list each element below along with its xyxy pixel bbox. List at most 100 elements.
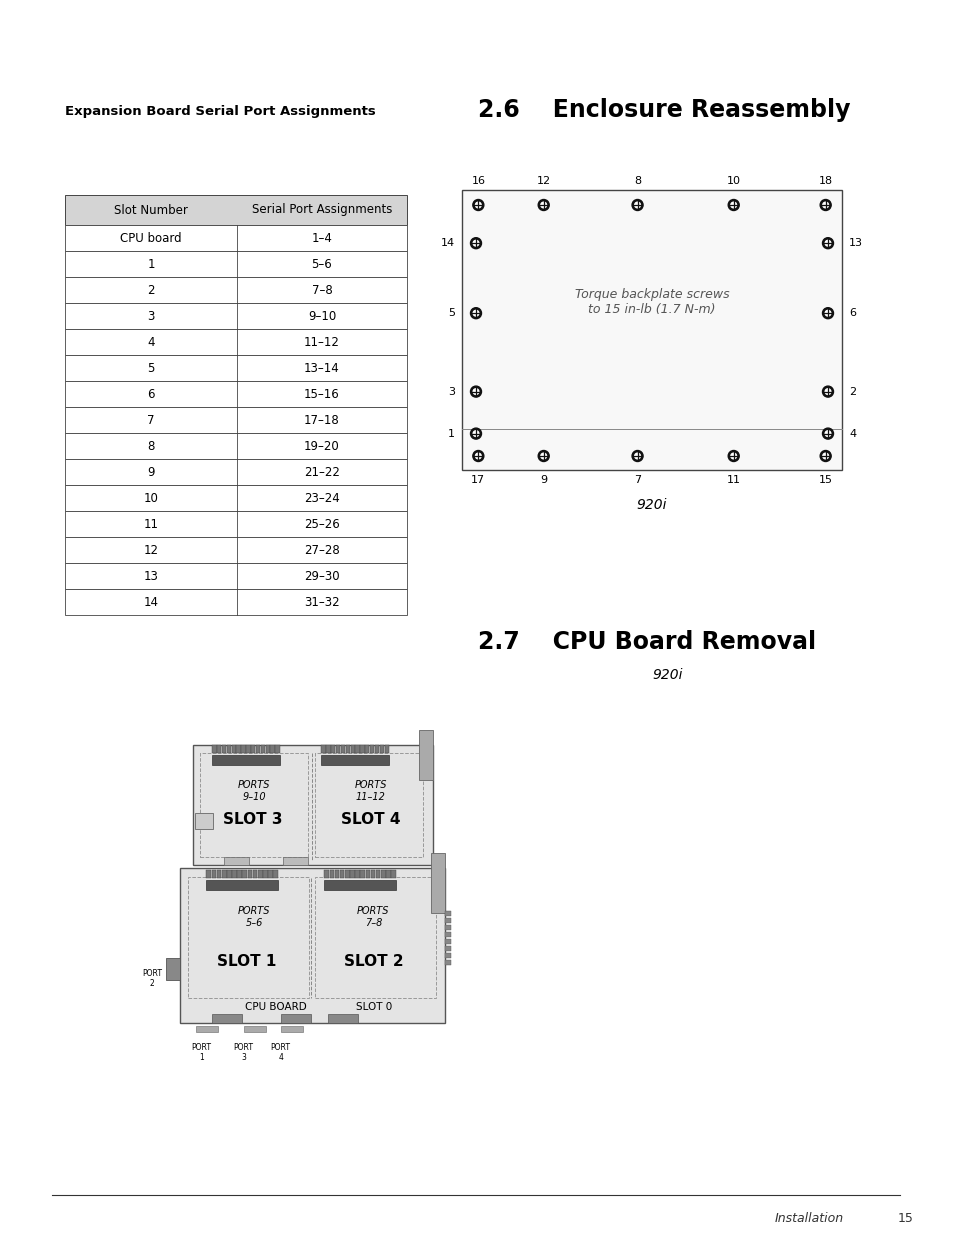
Circle shape [820,200,830,210]
Bar [65,408,407,433]
Text: 1: 1 [448,429,455,438]
Text: 2: 2 [848,387,855,396]
Circle shape [470,237,481,248]
Text: 9: 9 [539,475,547,485]
Text: 6: 6 [147,388,154,400]
Bar [222,869,226,878]
Bar [315,753,423,857]
Bar [444,918,451,923]
Circle shape [634,203,639,207]
Text: 5: 5 [147,362,154,374]
Bar [431,853,444,913]
Circle shape [821,429,833,440]
Bar [180,868,444,1023]
Text: 1: 1 [147,258,154,270]
Bar [326,745,331,753]
Text: 7: 7 [147,414,154,426]
Text: 4: 4 [147,336,154,348]
Bar [65,589,407,615]
Bar [340,745,345,753]
Bar [283,857,308,864]
Circle shape [824,310,830,316]
Bar [365,869,370,878]
Circle shape [473,389,478,394]
Bar [321,755,389,764]
Text: Expansion Board Serial Port Assignments: Expansion Board Serial Port Assignments [65,105,375,119]
Bar [380,869,385,878]
Bar [274,869,277,878]
Bar [375,745,378,753]
Bar [444,953,451,958]
Bar [251,745,255,753]
Bar [314,877,436,998]
Text: Torque backplate screws
to 15 in-lb (1.7 N-m): Torque backplate screws to 15 in-lb (1.7… [574,288,728,316]
Bar [444,925,451,930]
Circle shape [473,431,478,436]
Text: 27–28: 27–28 [304,543,339,557]
Text: 17–18: 17–18 [304,414,339,426]
Circle shape [475,203,480,207]
Text: 920i: 920i [636,498,666,513]
Bar [65,354,407,382]
Text: 9–10: 9–10 [308,310,335,322]
Bar [195,1026,217,1032]
Text: 6: 6 [848,309,855,319]
Text: 13–14: 13–14 [304,362,339,374]
Text: 13: 13 [848,238,862,248]
Circle shape [473,241,478,246]
Bar [255,745,260,753]
Text: 18: 18 [818,177,832,186]
Text: 3: 3 [147,310,154,322]
Bar [345,745,350,753]
Circle shape [820,451,830,462]
Text: 5: 5 [448,309,455,319]
Text: 23–24: 23–24 [304,492,339,505]
Bar [65,537,407,563]
Text: 5–6: 5–6 [312,258,332,270]
Circle shape [540,453,546,459]
Bar [444,946,451,951]
Text: 7–8: 7–8 [312,284,332,296]
Bar [371,869,375,878]
Bar [335,745,340,753]
Bar [193,745,433,864]
Text: 3: 3 [448,387,455,396]
Bar [461,190,841,471]
Text: 920i: 920i [652,668,682,682]
Bar [355,869,359,878]
Text: 14: 14 [143,595,158,609]
Bar [345,869,349,878]
Bar [248,869,252,878]
Bar [206,881,278,890]
Circle shape [727,200,739,210]
Text: 25–26: 25–26 [304,517,339,531]
Bar [321,745,325,753]
Text: 10: 10 [726,177,740,186]
Text: CPU board: CPU board [120,231,182,245]
Bar [386,869,391,878]
Bar [65,485,407,511]
Text: 4: 4 [848,429,855,438]
Text: 11: 11 [143,517,158,531]
Text: 2.6    Enclosure Reassembly: 2.6 Enclosure Reassembly [477,98,850,122]
Text: Serial Port Assignments: Serial Port Assignments [252,204,392,216]
Bar [271,745,274,753]
Circle shape [470,387,481,398]
Text: 10: 10 [143,492,158,505]
Text: 15: 15 [897,1212,913,1225]
Bar [65,433,407,459]
Bar [65,303,407,329]
Text: 15–16: 15–16 [304,388,339,400]
Bar [444,960,451,965]
Bar [65,277,407,303]
Text: 11–12: 11–12 [304,336,339,348]
Text: 12: 12 [143,543,158,557]
Bar [65,195,407,225]
Circle shape [730,203,736,207]
Bar [391,869,395,878]
Text: Installation: Installation [774,1212,843,1225]
Text: CPU BOARD: CPU BOARD [244,1002,306,1011]
Text: 8: 8 [147,440,154,452]
Bar [339,869,344,878]
Bar [65,329,407,354]
